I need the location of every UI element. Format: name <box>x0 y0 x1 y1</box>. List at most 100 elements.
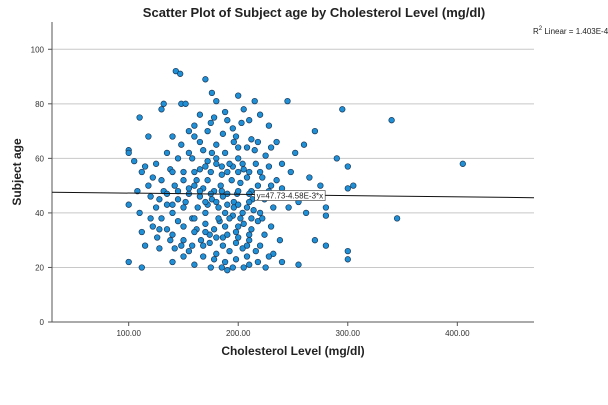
data-point <box>265 122 273 129</box>
data-point <box>178 242 185 249</box>
data-point <box>254 138 262 146</box>
data-point <box>202 209 209 217</box>
y-tick-label: 100 <box>31 45 45 54</box>
data-point <box>182 100 189 107</box>
data-point <box>163 201 171 208</box>
data-point <box>273 138 280 146</box>
data-point <box>311 237 319 244</box>
data-point <box>270 204 277 211</box>
data-point <box>185 185 193 192</box>
data-point <box>213 97 220 105</box>
data-point <box>158 106 165 113</box>
data-point <box>235 223 242 230</box>
data-point <box>243 204 251 211</box>
data-point <box>239 160 246 167</box>
y-tick-label: 40 <box>35 209 44 218</box>
data-point <box>154 234 161 241</box>
data-point <box>259 174 266 181</box>
data-point <box>333 155 340 162</box>
data-point <box>235 168 242 176</box>
data-point <box>215 215 222 222</box>
data-point <box>191 133 198 140</box>
data-point <box>229 264 236 271</box>
x-tick-label: 400.00 <box>445 329 470 338</box>
data-point <box>138 168 145 176</box>
data-point <box>278 258 286 266</box>
data-point <box>202 220 209 227</box>
data-point <box>141 242 149 249</box>
data-point <box>306 174 313 181</box>
data-point <box>259 215 266 222</box>
data-point <box>152 204 160 211</box>
data-point <box>210 226 218 233</box>
data-point <box>218 171 225 178</box>
data-point <box>125 201 132 208</box>
data-point <box>145 133 152 140</box>
data-point <box>393 215 401 222</box>
data-point <box>224 267 231 274</box>
data-point <box>232 256 240 263</box>
data-point <box>246 168 253 176</box>
data-point <box>182 198 189 206</box>
data-point <box>218 264 225 271</box>
data-point <box>204 177 211 184</box>
data-point <box>213 250 220 257</box>
data-point <box>196 138 204 146</box>
data-point <box>177 70 184 77</box>
data-point <box>235 234 242 241</box>
data-point <box>246 261 253 268</box>
data-point <box>200 242 207 249</box>
data-point <box>240 166 247 173</box>
data-point <box>252 247 259 255</box>
data-point <box>267 144 275 151</box>
data-point <box>138 264 145 271</box>
data-point <box>180 237 187 244</box>
data-point <box>265 253 273 260</box>
fit-equation-box <box>254 190 326 201</box>
data-point <box>344 185 351 192</box>
data-point <box>174 217 182 225</box>
data-point <box>207 119 214 127</box>
data-point <box>224 201 231 208</box>
data-point <box>178 141 185 148</box>
data-point <box>459 160 466 167</box>
data-point <box>138 228 145 236</box>
data-point <box>232 239 240 247</box>
data-point <box>180 177 187 184</box>
y-tick-label: 60 <box>35 154 44 163</box>
data-point <box>156 196 163 203</box>
data-point <box>208 149 216 157</box>
data-point <box>145 182 152 189</box>
data-point <box>191 215 198 222</box>
data-point <box>256 242 264 249</box>
data-point <box>267 182 275 189</box>
data-point <box>189 155 196 162</box>
data-point <box>276 237 284 244</box>
data-point <box>221 223 229 230</box>
fit-line-group: y=47.73-4.58E-3*x <box>51 190 535 201</box>
data-point <box>295 261 302 268</box>
data-point <box>344 163 351 170</box>
data-point <box>218 187 225 195</box>
data-point <box>256 168 264 176</box>
data-point <box>235 187 242 195</box>
data-point <box>232 228 240 236</box>
y-tick-label: 80 <box>35 100 44 109</box>
data-point <box>248 215 255 222</box>
x-axis-title: Cholesterol Level (mg/dl) <box>221 344 364 358</box>
data-point <box>208 89 216 97</box>
data-point <box>235 201 242 208</box>
data-point <box>252 160 259 167</box>
data-point <box>221 108 229 116</box>
data-point <box>202 76 209 83</box>
data-point <box>254 258 262 266</box>
data-point <box>163 149 171 157</box>
data-point <box>239 245 246 252</box>
data-point <box>224 168 231 176</box>
data-point <box>243 242 251 249</box>
data-point <box>163 226 171 233</box>
data-point <box>229 125 236 132</box>
data-point <box>204 157 211 165</box>
data-point <box>232 133 240 140</box>
data-point <box>221 258 229 266</box>
